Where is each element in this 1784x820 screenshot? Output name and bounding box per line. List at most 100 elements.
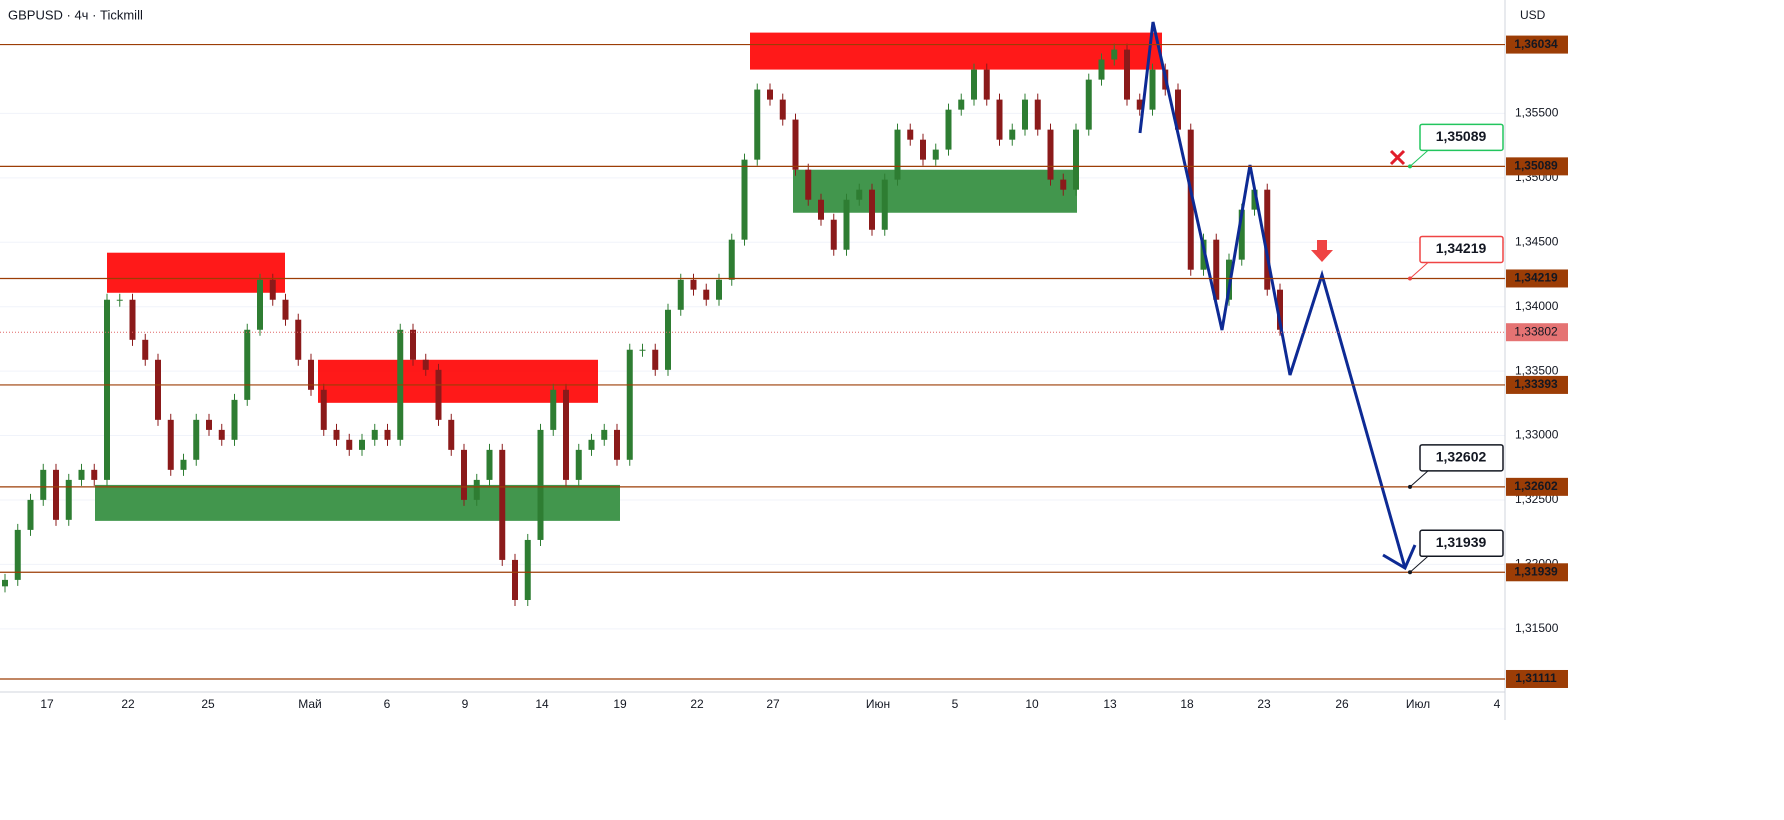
chart-title: GBPUSD · 4ч · Tickmill — [8, 7, 143, 22]
candle — [652, 349, 659, 370]
candle — [1149, 69, 1156, 110]
forecast-path — [1138, 21, 1407, 569]
candle — [1073, 129, 1079, 190]
callout-pointer — [1409, 149, 1429, 167]
candle — [486, 449, 493, 480]
candle — [945, 109, 952, 150]
candle — [843, 199, 850, 250]
zone — [750, 32, 1162, 70]
candle — [1022, 99, 1028, 130]
candle — [142, 339, 149, 360]
candle — [601, 429, 608, 440]
y-tick-label: 1,31500 — [1515, 621, 1559, 635]
level-label: 1,31111 — [1515, 671, 1557, 685]
x-tick-label: Июл — [1406, 697, 1430, 711]
candle — [78, 469, 85, 480]
candle — [894, 129, 901, 180]
level-label-bg — [1506, 563, 1568, 582]
candle — [792, 119, 799, 170]
candle — [1136, 99, 1143, 110]
candle — [614, 429, 620, 460]
candle — [1111, 49, 1118, 60]
cancel-mark — [1389, 149, 1406, 166]
x-tick-label: 25 — [201, 697, 215, 711]
candle — [53, 469, 59, 520]
candle — [308, 359, 314, 390]
callout-dot — [1408, 276, 1412, 281]
level-label-bg — [1506, 269, 1568, 288]
x-tick-label: Май — [298, 697, 322, 711]
candle — [116, 299, 123, 301]
candle — [563, 389, 569, 480]
candle — [1251, 189, 1258, 210]
candle — [575, 449, 582, 480]
x-tick-label: 14 — [535, 697, 549, 711]
candle — [180, 459, 187, 470]
candle — [728, 239, 735, 280]
x-tick-label: 13 — [1103, 697, 1117, 711]
x-tick-label: 27 — [766, 697, 780, 711]
candle — [754, 89, 761, 160]
candle — [359, 439, 365, 450]
y-tick-label: 1,33500 — [1515, 363, 1559, 377]
y-tick-label: 1,34000 — [1515, 299, 1559, 313]
down-arrow — [1311, 240, 1333, 262]
x-tick-label: 22 — [121, 697, 135, 711]
level-label: 1,35089 — [1514, 159, 1558, 173]
x-tick-label: 22 — [690, 697, 704, 711]
level-label-bg — [1506, 35, 1568, 54]
candle — [767, 89, 773, 100]
candle — [512, 559, 518, 600]
candle — [461, 449, 467, 500]
candle — [320, 389, 327, 430]
candle — [1175, 89, 1181, 130]
candle — [677, 279, 684, 310]
x-tick-label: 4 — [1494, 697, 1501, 711]
candle — [1009, 129, 1016, 140]
candle — [1047, 129, 1054, 180]
callout-label: 1,34219 — [1436, 240, 1487, 256]
x-tick-label: 17 — [40, 697, 54, 711]
callout-box — [1419, 529, 1504, 558]
x-tick-label: 5 — [952, 697, 959, 711]
candle — [588, 439, 595, 450]
x-tick-label: 10 — [1025, 697, 1039, 711]
candle — [2, 579, 8, 587]
candle — [1200, 239, 1207, 270]
callout-dot — [1408, 570, 1412, 575]
candle — [1187, 129, 1194, 270]
candle — [830, 219, 837, 250]
candle — [65, 479, 72, 520]
candle — [295, 319, 302, 360]
level-label: 1,32602 — [1514, 479, 1558, 493]
callout-pointer — [1409, 555, 1429, 573]
callout-label: 1,35089 — [1436, 128, 1487, 144]
candle — [1034, 99, 1041, 130]
chart: 1,315001,320001,325001,330001,335001,340… — [0, 0, 1568, 720]
candle — [448, 419, 455, 450]
candle — [537, 429, 544, 540]
callout-box — [1419, 444, 1504, 472]
candle — [907, 129, 914, 140]
candle — [1226, 259, 1232, 300]
zone — [107, 252, 285, 293]
candle — [626, 349, 633, 460]
callout-label: 1,31939 — [1436, 534, 1487, 550]
candle — [932, 149, 939, 160]
level-label-bg — [1506, 669, 1568, 688]
candle — [1085, 79, 1092, 130]
level-label: 1,36034 — [1514, 37, 1558, 51]
zone — [793, 169, 1077, 213]
candle — [639, 349, 646, 351]
candle — [703, 289, 710, 300]
candle — [1124, 49, 1130, 100]
candle — [881, 179, 888, 230]
current-price-label: 1,33802 — [1514, 324, 1558, 338]
candle — [206, 419, 212, 430]
x-tick-label: 26 — [1335, 697, 1349, 711]
candle — [129, 299, 136, 340]
y-tick-label: 1,34500 — [1515, 234, 1559, 248]
callout-pointer — [1409, 470, 1429, 488]
candle — [741, 159, 748, 240]
candle — [244, 329, 251, 400]
